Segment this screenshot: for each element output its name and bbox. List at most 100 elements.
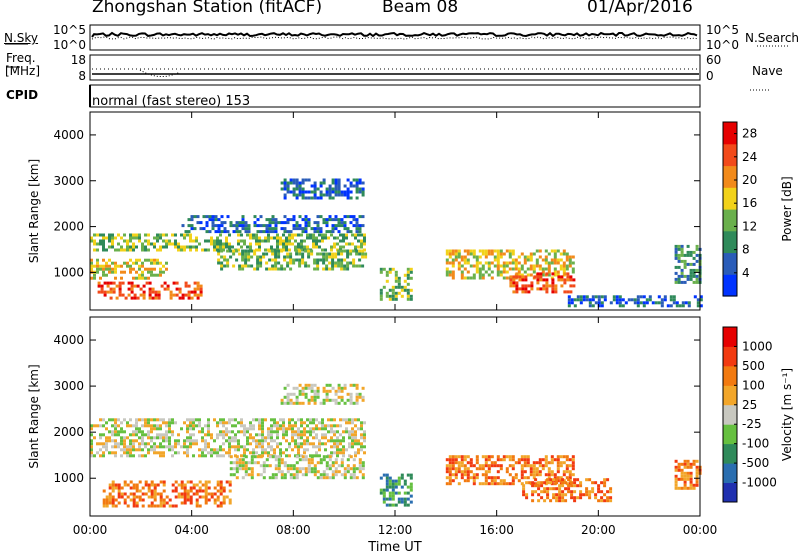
data-cell [301, 473, 305, 477]
data-cell [677, 486, 681, 490]
data-cell [310, 383, 314, 387]
data-cell [496, 252, 500, 256]
data-cell [388, 270, 392, 274]
data-cell [346, 193, 350, 197]
data-cell [216, 480, 220, 484]
data-cell [496, 258, 500, 262]
data-cell [241, 264, 245, 268]
data-cell [603, 481, 607, 485]
data-cell [222, 430, 225, 434]
data-cell [150, 258, 153, 262]
data-cell [531, 499, 535, 503]
data-cell [316, 215, 320, 219]
data-cell [529, 470, 533, 474]
data-cell [247, 227, 251, 231]
data-cell [159, 261, 162, 265]
data-cell [448, 482, 452, 486]
data-cell [192, 492, 196, 496]
data-cell [336, 424, 339, 428]
data-cell [315, 236, 318, 240]
data-cell [186, 439, 189, 443]
data-cell [349, 196, 353, 200]
data-cell [138, 448, 141, 452]
data-cell [151, 296, 155, 300]
data-cell [229, 224, 233, 228]
data-cell [277, 458, 281, 462]
data-cell [565, 264, 569, 268]
data-cell [493, 264, 497, 268]
data-cell [475, 455, 479, 459]
data-cell [349, 190, 353, 194]
data-cell [235, 458, 239, 462]
data-cell [136, 284, 140, 288]
data-cell [515, 290, 519, 294]
data-cell [153, 427, 156, 431]
data-cell [457, 467, 461, 471]
scatter-region [567, 295, 703, 308]
data-cell [207, 239, 210, 243]
data-cell [569, 290, 573, 294]
data-cell [267, 239, 270, 243]
data-cell [228, 418, 231, 422]
data-cell [135, 486, 139, 490]
data-cell [645, 298, 649, 302]
data-cell [379, 288, 383, 292]
data-cell [536, 275, 540, 279]
data-cell [603, 493, 607, 497]
data-cell [295, 249, 299, 253]
data-cell [316, 392, 320, 396]
data-cell [274, 455, 278, 459]
data-cell [349, 181, 353, 185]
data-cell [99, 418, 102, 422]
data-cell [186, 445, 189, 449]
data-cell [538, 464, 542, 468]
data-cell [283, 267, 287, 271]
data-cell [591, 295, 595, 299]
data-cell [571, 458, 575, 462]
data-cell [174, 245, 177, 249]
data-cell [579, 295, 583, 299]
data-cell [165, 430, 168, 434]
data-cell [481, 482, 485, 486]
data-cell [150, 427, 153, 431]
data-cell [237, 430, 240, 434]
data-cell [202, 215, 206, 219]
data-cell [361, 255, 365, 259]
colorbar-tick-label: 24 [742, 150, 757, 164]
data-cell [689, 462, 693, 466]
data-cell [315, 424, 318, 428]
data-cell [108, 451, 111, 455]
data-cell [570, 484, 574, 488]
data-cell [235, 227, 239, 231]
data-cell [663, 298, 667, 302]
data-cell [451, 276, 455, 280]
data-cell [333, 445, 336, 449]
data-cell [105, 448, 108, 452]
data-cell [174, 486, 178, 490]
data-cell [551, 287, 555, 291]
data-cell [565, 482, 569, 486]
data-cell [597, 298, 601, 302]
data-cell [526, 273, 530, 277]
y-tick-label: 3000 [53, 379, 84, 393]
data-cell [132, 454, 135, 458]
data-cell [582, 493, 586, 497]
x-tick-label: 04:00 [174, 523, 209, 537]
data-cell [159, 233, 162, 237]
data-cell [135, 258, 138, 262]
data-cell [490, 464, 494, 468]
data-cell [288, 239, 291, 243]
data-cell [159, 451, 162, 455]
data-cell [135, 433, 138, 437]
data-cell [231, 245, 234, 249]
data-cell [696, 304, 700, 308]
data-cell [677, 265, 681, 269]
data-cell [271, 230, 275, 234]
data-cell [279, 418, 282, 422]
data-cell [267, 442, 270, 446]
data-cell [252, 233, 255, 237]
data-cell [674, 486, 678, 490]
data-cell [334, 467, 338, 471]
data-cell [189, 498, 193, 502]
data-cell [123, 498, 127, 502]
